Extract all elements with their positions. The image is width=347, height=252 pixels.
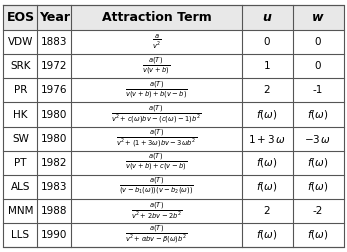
Text: 1983: 1983 (41, 182, 68, 192)
Text: 1976: 1976 (41, 85, 68, 96)
Text: LLS: LLS (11, 230, 29, 240)
FancyBboxPatch shape (3, 103, 344, 127)
Text: 0: 0 (315, 37, 321, 47)
Text: 0: 0 (264, 37, 270, 47)
Text: w: w (312, 11, 324, 24)
Text: Year: Year (39, 11, 70, 24)
Text: $1+3\,\omega$: $1+3\,\omega$ (248, 133, 286, 145)
Text: $f(\omega)$: $f(\omega)$ (307, 180, 329, 193)
Text: $f(\omega)$: $f(\omega)$ (307, 108, 329, 121)
Text: -2: -2 (313, 206, 323, 216)
Text: EOS: EOS (6, 11, 35, 24)
Text: VDW: VDW (8, 37, 33, 47)
Text: $\frac{a(T)}{v(v+b)}$: $\frac{a(T)}{v(v+b)}$ (142, 56, 171, 77)
Text: 1883: 1883 (41, 37, 68, 47)
FancyBboxPatch shape (3, 151, 344, 175)
Text: 1972: 1972 (41, 61, 68, 71)
Text: 2: 2 (264, 85, 270, 96)
FancyBboxPatch shape (3, 223, 344, 247)
Text: -1: -1 (313, 85, 323, 96)
Text: $\frac{a(T)}{v^2+2bv-2b^2}$: $\frac{a(T)}{v^2+2bv-2b^2}$ (131, 200, 182, 221)
FancyBboxPatch shape (3, 175, 344, 199)
Text: $\frac{a(T)}{v(v+b)+c(v-b)}$: $\frac{a(T)}{v(v+b)+c(v-b)}$ (125, 152, 188, 173)
Text: PR: PR (14, 85, 27, 96)
Text: $\frac{a(T)}{v^2+\alpha bv-\beta(\omega)b^2}$: $\frac{a(T)}{v^2+\alpha bv-\beta(\omega)… (125, 224, 188, 246)
Text: $\frac{a(T)}{v(v+b)+b(v-b)}$: $\frac{a(T)}{v(v+b)+b(v-b)}$ (125, 80, 188, 101)
Text: $\frac{a}{v^2}$: $\frac{a}{v^2}$ (152, 33, 161, 51)
Text: 2: 2 (264, 206, 270, 216)
Text: SRK: SRK (10, 61, 31, 71)
Text: $\frac{a(T)}{(v-b_1(\omega))(v-b_2(\omega))}$: $\frac{a(T)}{(v-b_1(\omega))(v-b_2(\omeg… (119, 176, 194, 197)
Text: $f(\omega)$: $f(\omega)$ (307, 156, 329, 169)
Text: 1: 1 (264, 61, 270, 71)
Text: 1982: 1982 (41, 158, 68, 168)
Text: $f(\omega)$: $f(\omega)$ (256, 108, 278, 121)
FancyBboxPatch shape (3, 54, 344, 78)
Text: $f(\omega)$: $f(\omega)$ (307, 228, 329, 241)
Text: SW: SW (12, 134, 29, 144)
Text: $-3\,\omega$: $-3\,\omega$ (304, 133, 332, 145)
Text: $f(\omega)$: $f(\omega)$ (256, 156, 278, 169)
Text: 1990: 1990 (41, 230, 68, 240)
FancyBboxPatch shape (3, 127, 344, 151)
FancyBboxPatch shape (3, 199, 344, 223)
Text: HK: HK (13, 110, 28, 119)
FancyBboxPatch shape (3, 78, 344, 103)
Text: $f(\omega)$: $f(\omega)$ (256, 228, 278, 241)
Text: 0: 0 (315, 61, 321, 71)
Text: MNM: MNM (8, 206, 33, 216)
Text: 1988: 1988 (41, 206, 68, 216)
Text: 1980: 1980 (41, 110, 68, 119)
Text: 1980: 1980 (41, 134, 68, 144)
Text: $\frac{a(T)}{v^2+c(\omega)bv-(c(\omega)-1)b^2}$: $\frac{a(T)}{v^2+c(\omega)bv-(c(\omega)-… (111, 103, 202, 126)
FancyBboxPatch shape (3, 5, 344, 30)
Text: ALS: ALS (11, 182, 30, 192)
FancyBboxPatch shape (3, 30, 344, 54)
Text: u: u (263, 11, 271, 24)
Text: $\frac{a(T)}{v^2+(1+3\omega)bv-3\omega b^2}$: $\frac{a(T)}{v^2+(1+3\omega)bv-3\omega b… (116, 127, 197, 150)
Text: PT: PT (14, 158, 27, 168)
Text: $f(\omega)$: $f(\omega)$ (256, 180, 278, 193)
Text: Attraction Term: Attraction Term (102, 11, 211, 24)
